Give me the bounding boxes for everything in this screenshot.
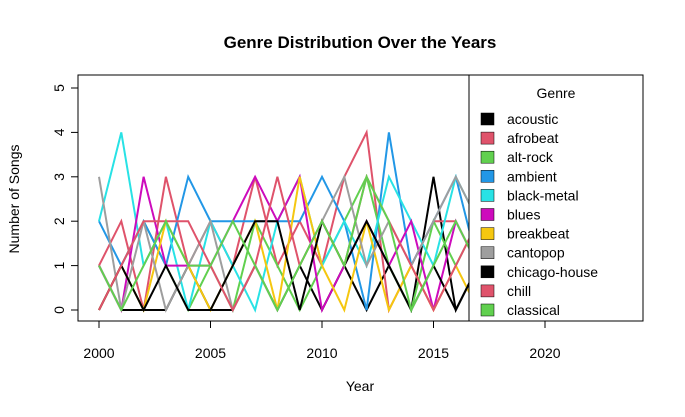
- legend-swatch-chill: [480, 284, 495, 298]
- series-line-blues: [98, 173, 470, 314]
- legend-title: Genre: [537, 85, 576, 101]
- y-axis: 0 1 2 3 4 5: [51, 84, 78, 314]
- legend-label-breakbeat: breakbeat: [507, 226, 569, 242]
- series-line-chill: [98, 173, 470, 313]
- legend-label-alt-rock: alt-rock: [507, 149, 554, 165]
- y-tick-label: 3: [51, 173, 67, 181]
- legend-label-cantopop: cantopop: [507, 245, 565, 261]
- legend-label-acoustic: acoustic: [507, 111, 558, 127]
- legend-swatch-afrobeat: [480, 131, 495, 145]
- legend-swatch-cantopop: [480, 246, 495, 259]
- legend-swatch-black-metal: [480, 189, 495, 202]
- legend-label-ambient: ambient: [507, 168, 557, 184]
- x-tick-label: 2015: [418, 345, 449, 361]
- legend-items: acoustic afrobeat alt-rock ambient black-met…: [480, 111, 598, 318]
- series-line-classical: [98, 173, 470, 313]
- x-tick-label: 2000: [83, 345, 114, 361]
- legend-label-chicago-house: chicago-house: [507, 264, 598, 280]
- legend-swatch-acoustic: [480, 112, 495, 126]
- legend-label-black-metal: black-metal: [507, 187, 579, 203]
- legend-swatch-blues: [480, 208, 495, 221]
- legend-swatch-alt-rock: [480, 150, 495, 164]
- y-tick-label: 1: [51, 261, 67, 269]
- y-tick-label: 4: [51, 128, 67, 136]
- x-tick-label: 2020: [529, 345, 560, 361]
- legend-label-chill: chill: [507, 283, 531, 299]
- legend: Genre acoustic afrobeat alt-rock ambient bla…: [468, 74, 644, 322]
- x-axis-label: Year: [346, 378, 375, 394]
- series-layer: [98, 129, 470, 314]
- x-tick-label: 2010: [306, 345, 337, 361]
- y-tick-label: 0: [51, 306, 67, 314]
- legend-swatch-classical: [480, 303, 495, 317]
- legend-label-classical: classical: [507, 302, 560, 318]
- legend-swatch-chicago-house: [480, 265, 495, 279]
- x-axis: 2000 2005 2010 2015 2020: [83, 321, 561, 361]
- y-tick-label: 2: [51, 217, 67, 225]
- y-axis-label: Number of Songs: [6, 145, 22, 254]
- x-tick-label: 2005: [195, 345, 226, 361]
- y-tick-label: 5: [51, 84, 67, 92]
- legend-box: [468, 74, 644, 322]
- legend-label-blues: blues: [507, 207, 540, 223]
- chart-title: Genre Distribution Over the Years: [224, 33, 497, 52]
- legend-label-afrobeat: afrobeat: [507, 130, 558, 146]
- legend-swatch-breakbeat: [480, 227, 495, 240]
- legend-swatch-ambient: [480, 170, 495, 183]
